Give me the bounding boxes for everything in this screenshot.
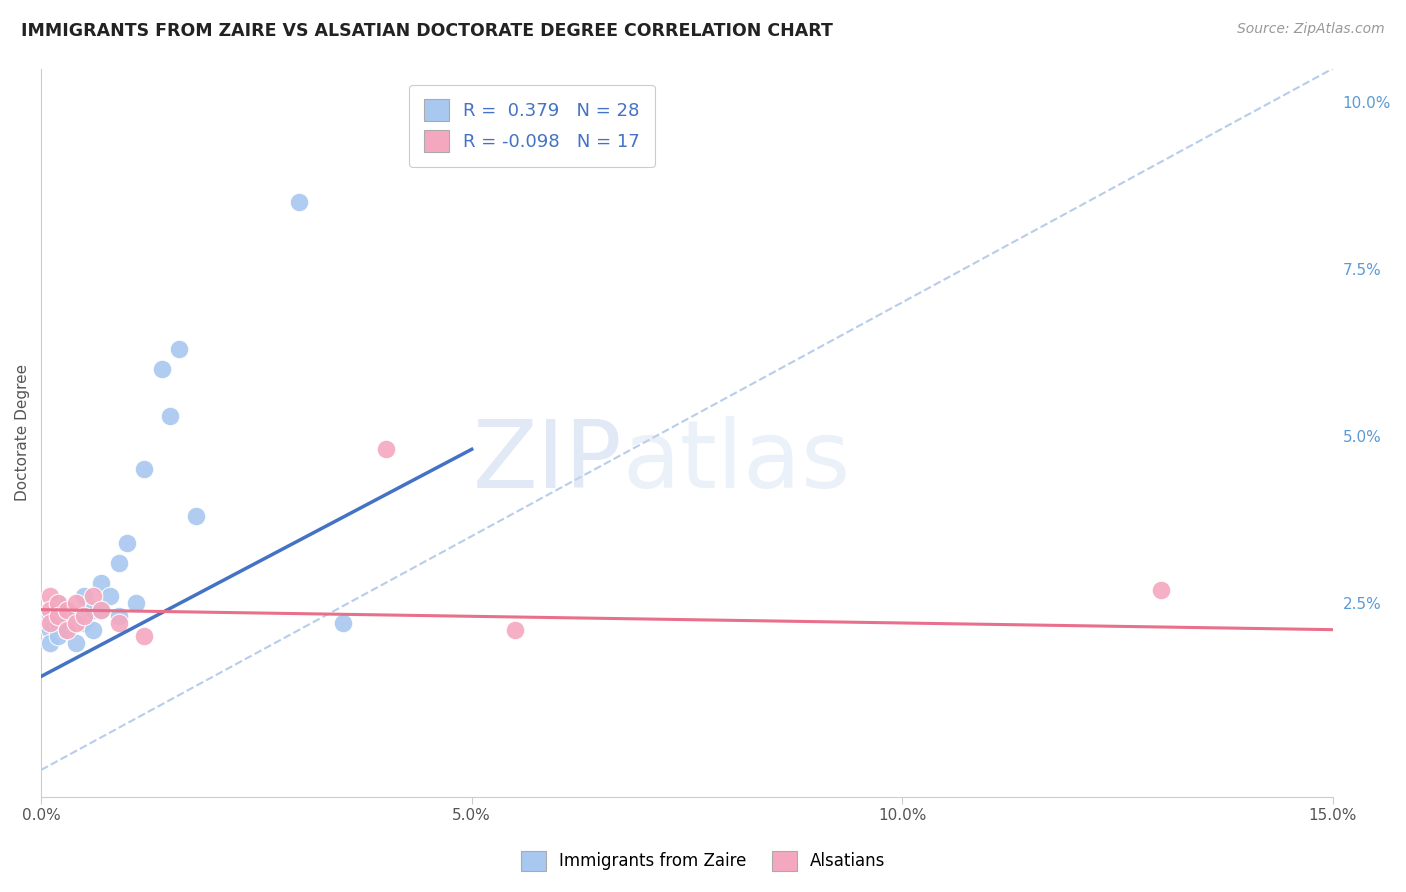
Point bbox=[38, 602, 60, 616]
Text: ZIP: ZIP bbox=[472, 416, 623, 508]
Point bbox=[73, 615, 96, 630]
Point bbox=[125, 596, 148, 610]
Point bbox=[82, 623, 104, 637]
Point bbox=[82, 602, 104, 616]
Text: atlas: atlas bbox=[623, 416, 851, 508]
Text: Source: ZipAtlas.com: Source: ZipAtlas.com bbox=[1237, 22, 1385, 37]
Point bbox=[65, 609, 87, 624]
Point bbox=[90, 602, 112, 616]
Point bbox=[38, 589, 60, 603]
Legend: R =  0.379   N = 28, R = -0.098   N = 17: R = 0.379 N = 28, R = -0.098 N = 17 bbox=[409, 85, 655, 167]
Point bbox=[38, 615, 60, 630]
Point bbox=[134, 462, 156, 476]
Y-axis label: Doctorate Degree: Doctorate Degree bbox=[15, 364, 30, 501]
Point bbox=[332, 615, 354, 630]
Point bbox=[98, 589, 121, 603]
Point bbox=[38, 636, 60, 650]
Point bbox=[65, 596, 87, 610]
Point bbox=[107, 609, 129, 624]
Point bbox=[90, 602, 112, 616]
Point bbox=[115, 536, 138, 550]
Point bbox=[46, 629, 69, 643]
Point bbox=[82, 589, 104, 603]
Point bbox=[46, 596, 69, 610]
Point bbox=[374, 442, 396, 457]
Point bbox=[73, 609, 96, 624]
Point bbox=[46, 615, 69, 630]
Text: IMMIGRANTS FROM ZAIRE VS ALSATIAN DOCTORATE DEGREE CORRELATION CHART: IMMIGRANTS FROM ZAIRE VS ALSATIAN DOCTOR… bbox=[21, 22, 832, 40]
Point bbox=[73, 589, 96, 603]
Point bbox=[184, 509, 207, 524]
Point bbox=[38, 609, 60, 624]
Point bbox=[46, 596, 69, 610]
Point bbox=[65, 615, 87, 630]
Point bbox=[65, 636, 87, 650]
Point bbox=[56, 623, 79, 637]
Point bbox=[56, 602, 79, 616]
Point bbox=[56, 602, 79, 616]
Point bbox=[167, 342, 190, 356]
Point bbox=[1150, 582, 1173, 597]
Point bbox=[288, 195, 311, 210]
Point bbox=[159, 409, 181, 423]
Point bbox=[56, 623, 79, 637]
Point bbox=[107, 615, 129, 630]
Point bbox=[107, 556, 129, 570]
Point bbox=[38, 623, 60, 637]
Point bbox=[46, 609, 69, 624]
Point bbox=[90, 575, 112, 590]
Point bbox=[150, 362, 173, 376]
Point bbox=[134, 629, 156, 643]
Legend: Immigrants from Zaire, Alsatians: Immigrants from Zaire, Alsatians bbox=[512, 842, 894, 880]
Point bbox=[503, 623, 526, 637]
